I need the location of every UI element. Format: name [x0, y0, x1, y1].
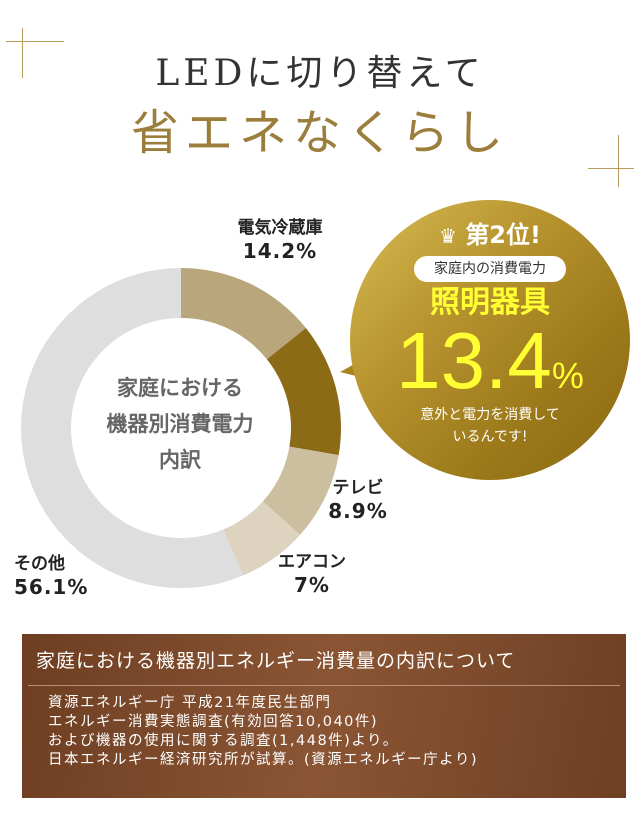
note-line: および機器の使用に関する調査(1,448件)より。 [48, 733, 399, 749]
donut-slice-3 [223, 501, 301, 576]
category-label: 電気冷蔵庫 [237, 218, 323, 238]
value-label: 7% [294, 573, 330, 597]
chart-center-label: 家庭における 機器別消費電力 内訳 [80, 370, 280, 478]
label-other: その他 56.1% [14, 554, 104, 599]
corner-line-h-left [6, 41, 64, 42]
donut-slice-0 [181, 268, 306, 360]
donut-slice-1 [266, 328, 341, 456]
corner-line-v-left [22, 28, 23, 78]
divider [28, 685, 620, 686]
crown-icon: ♛ [439, 224, 457, 248]
callout-badge [350, 200, 630, 480]
callout-item: 照明器具 [430, 285, 550, 320]
label-fridge: 電気冷蔵庫 14.2% [215, 218, 345, 263]
note-title: 家庭における機器別エネルギー消費量の内訳について [36, 650, 516, 672]
value-number: 13.4 [396, 316, 552, 405]
center-line: 家庭における [117, 376, 243, 400]
note-line: エネルギー消費実態調査(有効回答10,040件) [48, 714, 379, 730]
callout-subtitle: 家庭内の消費電力 [414, 256, 566, 282]
note-line: 日本エネルギー経済研究所が試算。(資源エネルギー庁より) [48, 752, 479, 768]
value-label: 56.1% [14, 575, 89, 599]
corner-line-h-right [588, 168, 634, 169]
donut-slice-4 [21, 268, 243, 588]
value-label: 8.9% [328, 499, 388, 523]
category-label: その他 [14, 554, 65, 574]
source-note-box: 家庭における機器別エネルギー消費量の内訳について 資源エネルギー庁 平成21年度… [22, 634, 626, 798]
message-line: 意外と電力を消費して [420, 407, 560, 423]
corner-line-v-right [618, 135, 619, 187]
note-line: 資源エネルギー庁 平成21年度民生部門 [48, 695, 332, 711]
page-title-line1: LEDに切り替えて [155, 53, 485, 94]
donut-slice-2 [262, 446, 339, 535]
rank-heading: ♛ 第2位! [350, 220, 630, 251]
callout-message: 意外と電力を消費して いるんです! [350, 404, 630, 448]
page-title-line2: 省エネなくらし [130, 105, 509, 161]
callout-value: 13.4% [350, 321, 630, 401]
category-label: テレビ [332, 478, 384, 498]
value-unit: % [551, 355, 584, 396]
category-label: エアコン [278, 552, 346, 572]
center-line: 内訳 [159, 448, 201, 472]
rank-text: 第2位! [465, 221, 541, 249]
label-aircon: エアコン 7% [262, 552, 362, 597]
label-tv: テレビ 8.9% [318, 478, 398, 523]
value-label: 14.2% [242, 239, 318, 263]
center-line: 機器別消費電力 [106, 412, 254, 436]
message-line: いるんです! [452, 429, 528, 445]
donut-chart [21, 268, 341, 588]
